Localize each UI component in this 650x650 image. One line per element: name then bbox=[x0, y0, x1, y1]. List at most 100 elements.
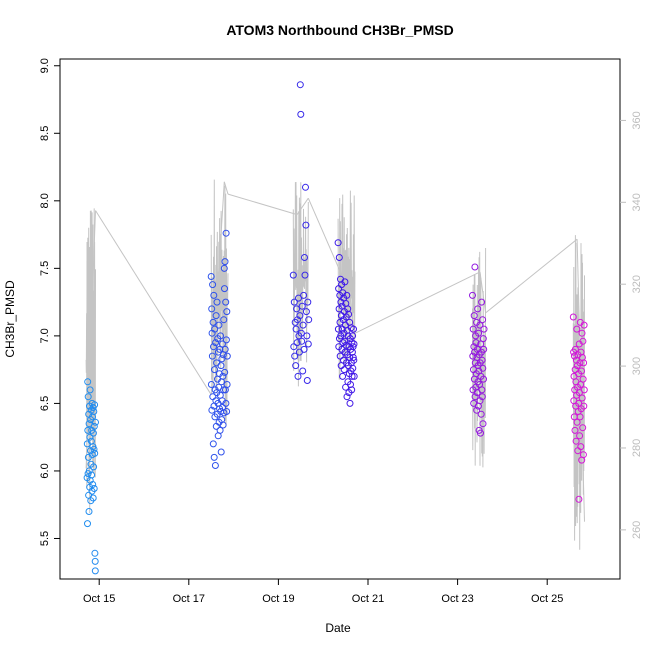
data-point bbox=[219, 372, 227, 380]
y-right-tick-label: 260 bbox=[631, 521, 643, 539]
data-point bbox=[477, 410, 485, 418]
y-axis: 5.5 6.0 6.5 7.0 7.5 8.0 8.5 9.0 bbox=[39, 58, 60, 546]
data-point bbox=[208, 305, 216, 313]
data-point bbox=[478, 356, 486, 364]
data-point bbox=[471, 263, 479, 271]
data-point bbox=[303, 332, 311, 340]
data-point bbox=[90, 408, 98, 415]
data-point bbox=[304, 298, 312, 306]
data-point bbox=[341, 337, 349, 345]
data-point bbox=[85, 508, 93, 515]
data-point bbox=[571, 345, 579, 353]
data-point bbox=[296, 81, 304, 89]
data-point bbox=[223, 381, 231, 388]
data-point bbox=[293, 305, 301, 313]
data-point bbox=[217, 448, 225, 456]
data-point bbox=[580, 386, 588, 394]
secondary-line-segment bbox=[95, 210, 212, 395]
data-point bbox=[334, 325, 342, 333]
x-tick-label: Oct 17 bbox=[173, 593, 205, 605]
data-point bbox=[477, 429, 484, 437]
data-point bbox=[221, 368, 229, 376]
data-point bbox=[478, 393, 486, 401]
secondary-line-segment bbox=[85, 210, 96, 469]
data-point bbox=[480, 325, 488, 333]
data-point bbox=[91, 567, 99, 575]
data-point bbox=[90, 463, 98, 471]
data-point bbox=[221, 345, 229, 353]
data-point bbox=[349, 364, 357, 372]
y-right-tick-label: 300 bbox=[631, 357, 643, 375]
x-tick-label: Oct 15 bbox=[83, 593, 115, 605]
data-point bbox=[479, 335, 487, 343]
data-point bbox=[301, 271, 309, 279]
data-point bbox=[91, 401, 99, 409]
data-point bbox=[217, 332, 224, 340]
data-point bbox=[335, 254, 343, 261]
data-point bbox=[299, 321, 307, 329]
data-point bbox=[348, 372, 356, 380]
data-point bbox=[476, 321, 484, 329]
data-point bbox=[472, 339, 480, 347]
secondary-line-segment bbox=[223, 181, 229, 195]
x-axis-label: Date bbox=[325, 621, 351, 635]
data-point bbox=[571, 352, 578, 360]
data-point bbox=[473, 406, 481, 414]
data-point bbox=[579, 451, 587, 459]
data-point bbox=[300, 291, 308, 299]
data-point bbox=[218, 355, 226, 363]
data-point bbox=[300, 345, 308, 353]
data-point bbox=[89, 481, 97, 488]
data-point bbox=[303, 377, 311, 384]
data-point bbox=[210, 343, 217, 351]
data-point bbox=[572, 437, 580, 445]
y-tick-label: 6.5 bbox=[39, 396, 51, 411]
data-point bbox=[213, 298, 221, 306]
data-point bbox=[580, 402, 588, 410]
data-point bbox=[91, 549, 99, 557]
data-point bbox=[476, 397, 484, 405]
data-point bbox=[573, 325, 581, 333]
data-point bbox=[578, 394, 586, 402]
data-point bbox=[85, 467, 93, 475]
x-tick-label: Oct 23 bbox=[441, 593, 473, 605]
data-point bbox=[293, 339, 301, 347]
y-tick-label: 5.5 bbox=[39, 531, 51, 546]
y-axis-right: 260 280 300 320 340 360 bbox=[620, 111, 643, 539]
data-point bbox=[88, 471, 96, 479]
y-tick-label: 7.0 bbox=[39, 328, 51, 343]
data-point bbox=[343, 393, 351, 401]
data-point bbox=[470, 312, 478, 320]
data-point bbox=[471, 393, 479, 401]
data-point bbox=[290, 298, 298, 306]
data-point bbox=[84, 378, 92, 386]
data-point bbox=[223, 308, 231, 316]
y-right-tick-label: 360 bbox=[631, 111, 643, 129]
data-point bbox=[292, 325, 300, 333]
data-point bbox=[208, 406, 216, 414]
data-point bbox=[480, 345, 488, 353]
secondary-line-segment bbox=[354, 271, 481, 334]
data-point bbox=[211, 366, 218, 374]
x-tick-label: Oct 25 bbox=[531, 593, 563, 605]
data-point bbox=[571, 426, 579, 434]
data-point bbox=[209, 281, 217, 289]
secondary-line-segment bbox=[479, 271, 487, 313]
data-point bbox=[478, 386, 486, 394]
data-point bbox=[298, 337, 306, 345]
data-point bbox=[211, 325, 219, 333]
data-point bbox=[297, 110, 305, 118]
data-points bbox=[83, 81, 588, 575]
plot-frame bbox=[59, 58, 621, 580]
data-point bbox=[84, 393, 92, 401]
data-point bbox=[575, 495, 583, 503]
data-point bbox=[291, 352, 299, 360]
data-point bbox=[301, 254, 308, 261]
secondary-line-segment bbox=[296, 197, 309, 215]
data-point bbox=[209, 318, 217, 326]
data-point bbox=[89, 494, 97, 502]
data-point bbox=[207, 381, 215, 388]
data-point bbox=[292, 362, 300, 370]
data-point bbox=[222, 336, 230, 344]
